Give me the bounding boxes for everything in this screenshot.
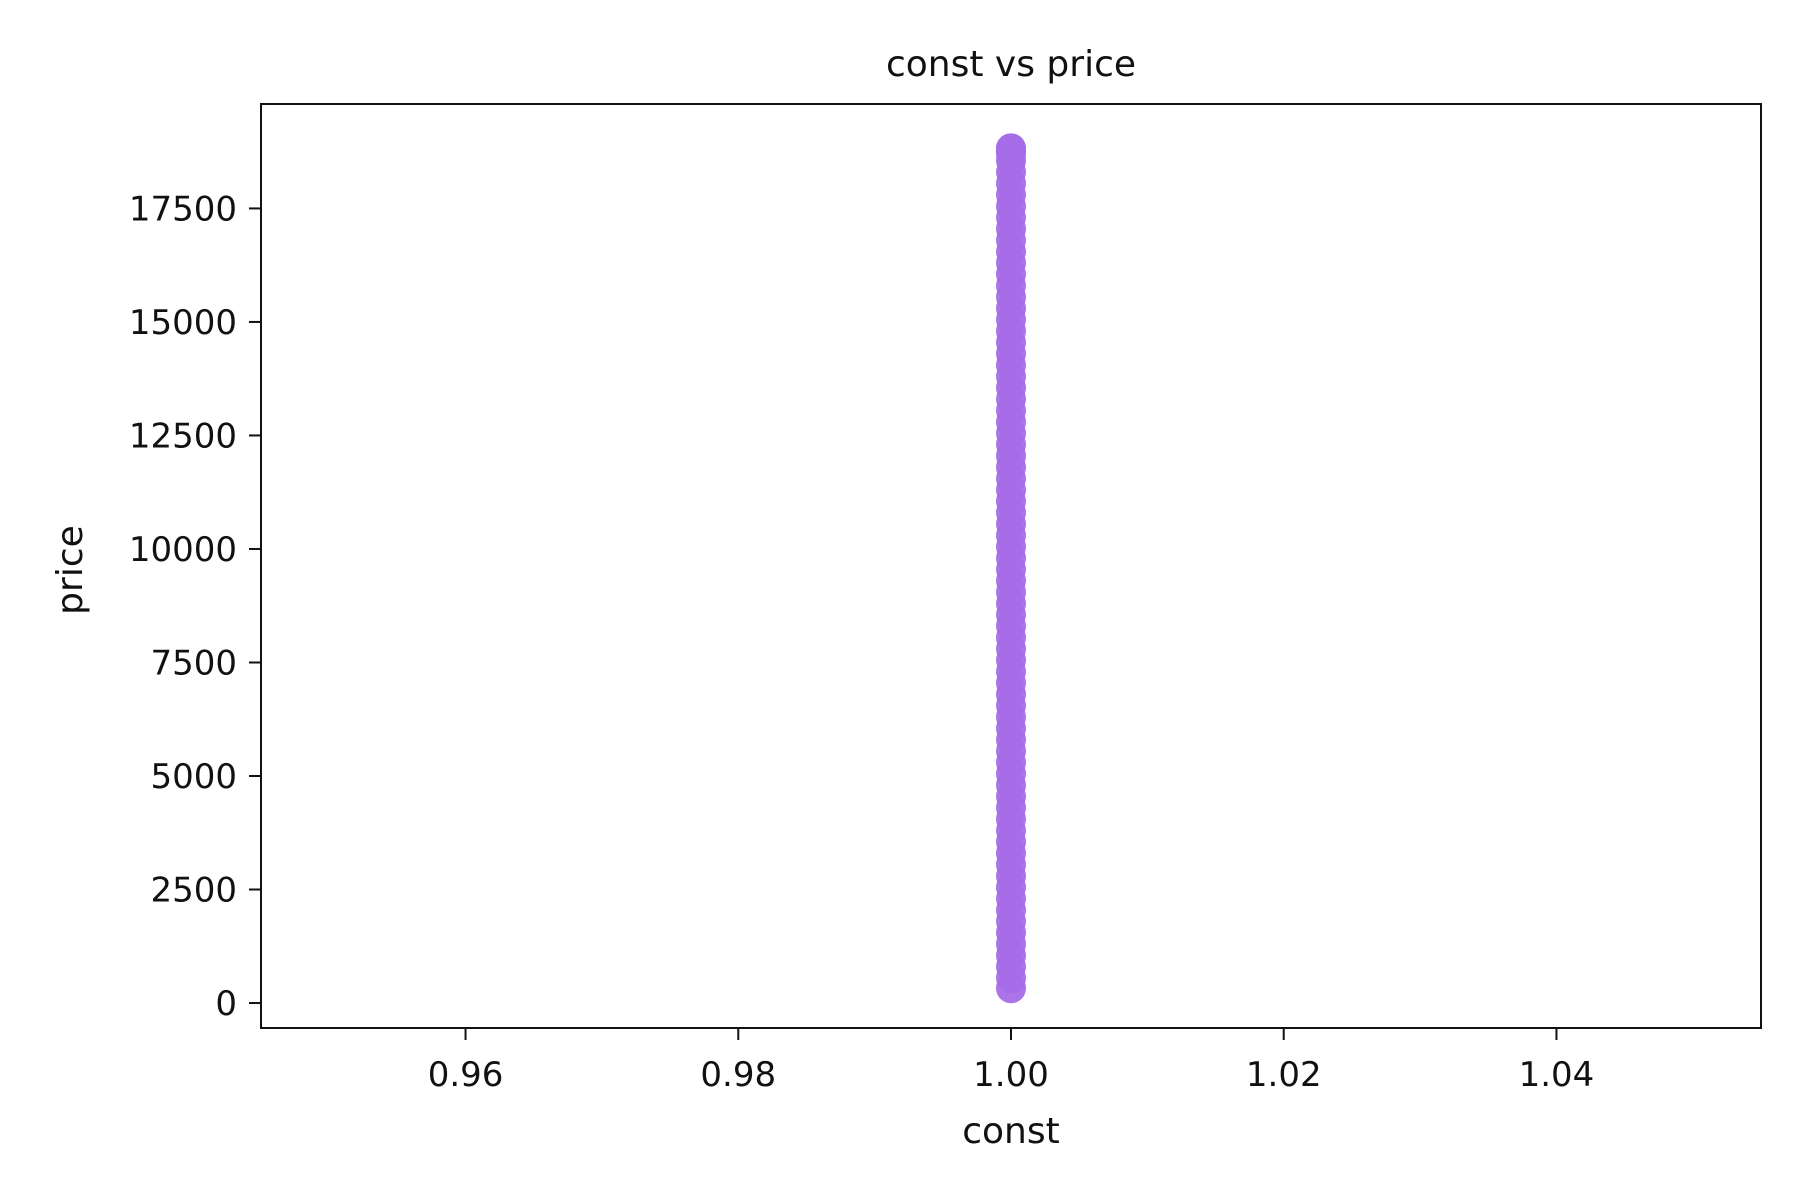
scatter-series [996, 133, 1026, 1004]
x-tick-label: 0.96 [428, 1055, 504, 1095]
y-tick-label: 12500 [129, 416, 237, 456]
y-tick-label: 17500 [129, 189, 237, 229]
y-tick-label: 15000 [129, 303, 237, 343]
x-tick-label: 1.00 [973, 1055, 1049, 1095]
y-axis: 0 2500 5000 7500 10000 12500 15000 17500 [129, 189, 261, 1024]
x-tick-label: 1.02 [1246, 1055, 1322, 1095]
x-tick-label: 0.98 [700, 1055, 776, 1095]
x-tick-label: 1.04 [1519, 1055, 1595, 1095]
y-tick-label: 7500 [150, 643, 237, 683]
x-axis: 0.96 0.98 1.00 1.02 1.04 [428, 1028, 1595, 1095]
x-axis-label: const [962, 1111, 1060, 1152]
y-tick-label: 2500 [150, 871, 237, 911]
y-axis-label: price [50, 525, 91, 615]
series-layer [996, 133, 1026, 1004]
scatter-point [996, 133, 1026, 164]
y-tick-label: 0 [215, 984, 237, 1024]
y-tick-label: 5000 [150, 757, 237, 797]
chart-title: const vs price [886, 44, 1136, 85]
y-tick-label: 10000 [129, 530, 237, 570]
